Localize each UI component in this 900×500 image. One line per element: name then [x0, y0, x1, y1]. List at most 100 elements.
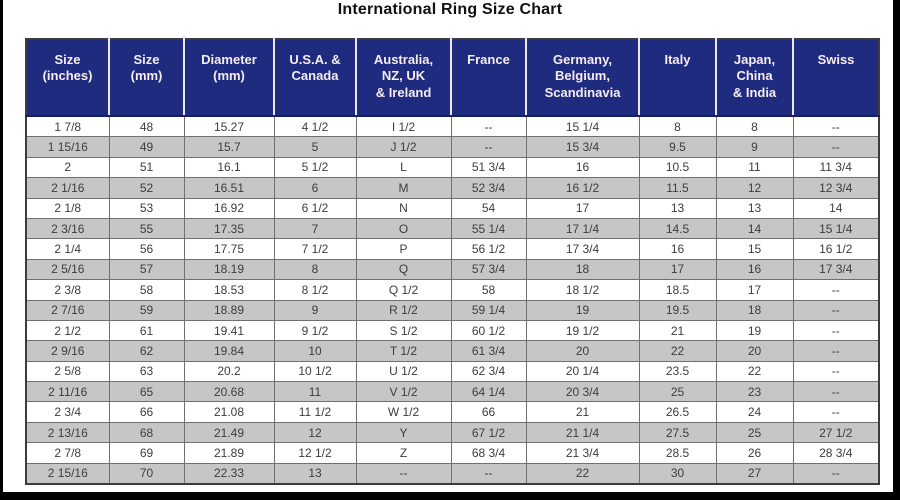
- table-cell: V 1/2: [355, 381, 452, 403]
- table-row: 2 1/2 61 19.41 9 1/2 S 1/2 60 1/2 19 1/2 21 19 --: [25, 319, 880, 342]
- table-row: 2 3/4 66 21.08 11 1/2 W 1/2 66 21 26.5 24 --: [25, 401, 880, 423]
- table-cell: 16.1: [183, 156, 275, 179]
- table-cell: 26.5: [638, 401, 717, 423]
- table-cell: --: [450, 136, 527, 158]
- table-cell: 18.5: [638, 279, 717, 301]
- table-cell: 12: [273, 421, 357, 444]
- table-cell: 7: [273, 217, 357, 240]
- table-cell: 11 3/4: [792, 156, 880, 179]
- table-cell: 15.27: [183, 115, 275, 138]
- frame-right-bar: [893, 0, 900, 500]
- header-cell: Size (inches): [26, 39, 109, 117]
- table-cell: 2 3/8: [25, 279, 110, 301]
- table-cell: 56: [108, 238, 185, 260]
- table-cell: 11.5: [638, 177, 717, 199]
- table-cell: 17 1/4: [525, 217, 640, 240]
- table-cell: 61 3/4: [450, 340, 527, 362]
- table-cell: R 1/2: [355, 299, 452, 321]
- table-cell: --: [792, 136, 880, 158]
- table-cell: 2 13/16: [25, 421, 110, 444]
- table-cell: 2 15/16: [25, 462, 110, 485]
- table-cell: 11: [715, 156, 794, 179]
- table-cell: 18.53: [183, 279, 275, 301]
- table-cell: --: [792, 381, 880, 403]
- table-cell: 17: [715, 279, 794, 301]
- table-cell: 2 1/8: [25, 197, 110, 219]
- table-cell: 8: [715, 115, 794, 138]
- table-cell: 1 15/16: [25, 136, 110, 158]
- table-cell: 21.89: [183, 442, 275, 464]
- table-cell: 27: [715, 462, 794, 485]
- table-cell: 16: [715, 258, 794, 281]
- table-cell: 67 1/2: [450, 421, 527, 444]
- table-cell: M: [355, 177, 452, 199]
- table-cell: 21.08: [183, 401, 275, 423]
- table-cell: 23: [715, 381, 794, 403]
- table-cell: I 1/2: [355, 115, 452, 138]
- table-cell: 55 1/4: [450, 217, 527, 240]
- table-cell: 12 3/4: [792, 177, 880, 199]
- table-cell: 20.2: [183, 360, 275, 383]
- table-cell: 19.84: [183, 340, 275, 362]
- table-cell: 22: [638, 340, 717, 362]
- table-cell: N: [355, 197, 452, 219]
- table-cell: --: [355, 462, 452, 485]
- table-cell: 16.51: [183, 177, 275, 199]
- header-cell: Japan, China & India: [715, 39, 793, 117]
- table-cell: 15.7: [183, 136, 275, 158]
- table-cell: 57 3/4: [450, 258, 527, 281]
- table-cell: 2 1/2: [25, 319, 110, 342]
- table-cell: 23.5: [638, 360, 717, 383]
- table-cell: 24: [715, 401, 794, 423]
- table-cell: 16 1/2: [792, 238, 880, 260]
- table-cell: 5: [273, 136, 357, 158]
- header-row: Size (inches) Size (mm) Diameter (mm) U.S.A…: [26, 39, 879, 117]
- table-cell: 49: [108, 136, 185, 158]
- table-cell: 14.5: [638, 217, 717, 240]
- table-cell: J 1/2: [355, 136, 452, 158]
- table-cell: 21: [525, 401, 640, 423]
- table-cell: 16: [638, 238, 717, 260]
- table-cell: 20: [715, 340, 794, 362]
- table-cell: --: [792, 115, 880, 138]
- table-cell: 56 1/2: [450, 238, 527, 260]
- table-cell: 59 1/4: [450, 299, 527, 321]
- table-row: 2 15/16 70 22.33 13 -- -- 22 30 27 --: [25, 462, 880, 485]
- table-cell: --: [792, 340, 880, 362]
- table-cell: --: [792, 279, 880, 301]
- table-cell: 2 5/16: [25, 258, 110, 281]
- table-cell: 17 3/4: [525, 238, 640, 260]
- table-cell: 20.68: [183, 381, 275, 403]
- table-cell: 9: [273, 299, 357, 321]
- table-cell: 51: [108, 156, 185, 179]
- table-cell: --: [792, 401, 880, 423]
- table-row: 2 7/16 59 18.89 9 R 1/2 59 1/4 19 19.5 18 --: [25, 299, 880, 321]
- table-row: 2 1/8 53 16.92 6 1/2 N 54 17 13 13 14: [25, 197, 880, 219]
- table-cell: 10: [273, 340, 357, 362]
- table-cell: 22.33: [183, 462, 275, 485]
- table-cell: 19: [525, 299, 640, 321]
- table-cell: 11: [273, 381, 357, 403]
- table-cell: 17: [525, 197, 640, 219]
- ring-size-table: Size (inches) Size (mm) Diameter (mm) U.S.A…: [25, 38, 880, 486]
- table-cell: Q: [355, 258, 452, 281]
- table-cell: 7 1/2: [273, 238, 357, 260]
- table-cell: 19.41: [183, 319, 275, 342]
- table-cell: 27.5: [638, 421, 717, 444]
- header-cell: Australia, NZ, UK & Ireland: [355, 39, 451, 117]
- table-cell: 18.19: [183, 258, 275, 281]
- table-cell: 58: [450, 279, 527, 301]
- table-cell: 21.49: [183, 421, 275, 444]
- table-cell: 62 3/4: [450, 360, 527, 383]
- table-cell: 2 1/4: [25, 238, 110, 260]
- table-cell: 13: [638, 197, 717, 219]
- table-cell: 61: [108, 319, 185, 342]
- table-cell: 52: [108, 177, 185, 199]
- table-cell: 9 1/2: [273, 319, 357, 342]
- table-cell: T 1/2: [355, 340, 452, 362]
- table-row: 2 11/16 65 20.68 11 V 1/2 64 1/4 20 3/4 25 23 --: [25, 381, 880, 403]
- table-row: 1 15/16 49 15.7 5 J 1/2 -- 15 3/4 9.5 9 --: [25, 136, 880, 158]
- table-cell: 2 1/16: [25, 177, 110, 199]
- table-cell: 28 3/4: [792, 442, 880, 464]
